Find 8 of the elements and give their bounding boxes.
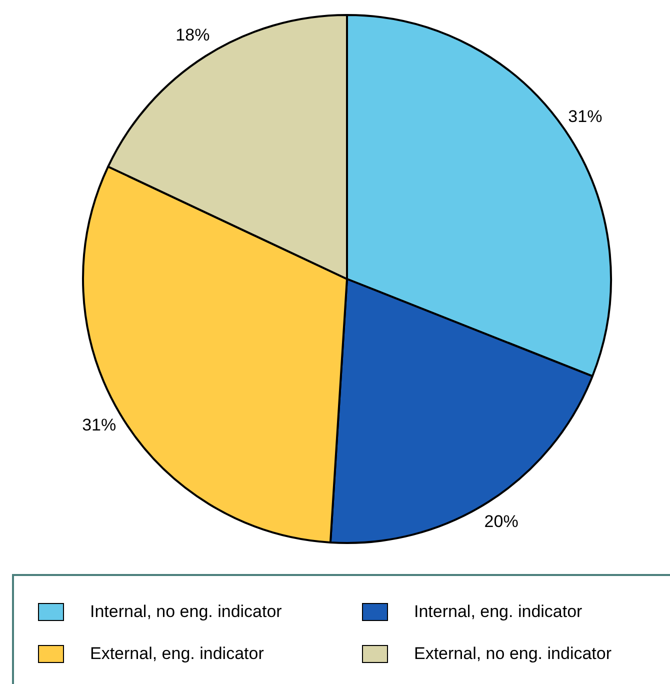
legend-label: Internal, no eng. indicator — [90, 602, 282, 622]
data-label: 18% — [176, 26, 210, 45]
data-label: 20% — [484, 512, 518, 531]
legend-label: External, no eng. indicator — [414, 644, 612, 664]
data-label: 31% — [568, 106, 602, 126]
legend-label: External, eng. indicator — [90, 644, 264, 664]
legend-label: Internal, eng. indicator — [414, 602, 582, 622]
data-label: 31% — [82, 415, 116, 434]
